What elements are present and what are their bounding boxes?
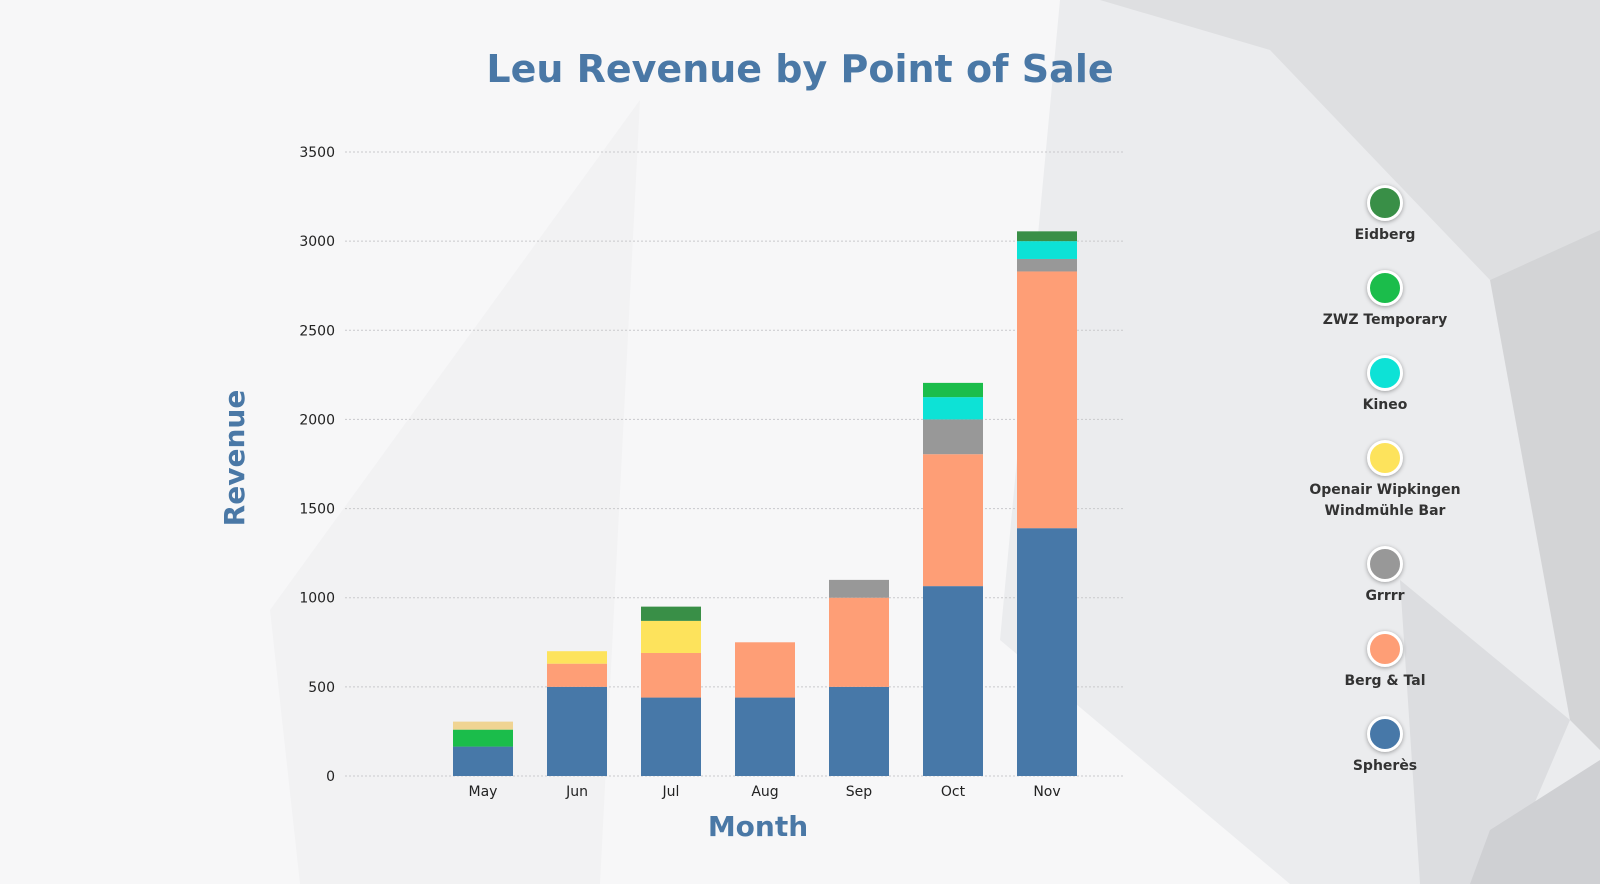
legend-swatch [1367,270,1403,306]
x-tick-label: Oct [941,784,966,800]
bar-segment [1017,241,1077,259]
legend-label: Openair Wipkingen Windmühle Bar [1309,482,1461,519]
bar-segment [1017,231,1077,242]
bar-segment [829,597,889,687]
legend-swatch [1367,355,1403,391]
bar-segment [923,586,983,776]
y-tick-label: 0 [326,769,335,785]
legend-item[interactable]: Grrrr [1300,546,1470,607]
legend-swatch [1367,440,1403,476]
y-tick-label: 2000 [299,412,335,428]
y-axis-title: Revenue [218,390,251,527]
x-tick-label: May [469,784,498,800]
y-tick-label: 3500 [299,145,335,161]
x-tick-label: Jul [662,784,680,800]
legend-label: ZWZ Temporary [1322,312,1448,328]
bar-segment [641,606,701,621]
bar-segment [1017,528,1077,776]
bar-segment [829,686,889,776]
legend-item[interactable]: Openair Wipkingen Windmühle Bar [1300,440,1470,522]
bar-segment [735,642,795,698]
legend-label: Kineo [1362,397,1408,413]
y-tick-label: 500 [308,680,335,696]
x-tick-label: Jun [565,784,588,800]
bar-segment [1017,258,1077,272]
y-tick-label: 1000 [299,591,335,607]
bar-segment [641,652,701,698]
bar-segment [923,382,983,398]
y-tick-label: 1500 [299,502,335,518]
x-tick-label: Aug [751,784,778,800]
x-tick-label: Sep [846,784,873,800]
y-tick-label: 2500 [299,323,335,339]
bar-segment [923,397,983,420]
bar-segment [453,729,513,747]
y-tick-labels: 0 500 1000 1500 2000 2500 3000 3500 [299,145,335,785]
chart-title: Leu Revenue by Point of Sale [486,47,1113,91]
bar-segment [641,697,701,776]
legend-item[interactable]: Spherès [1300,716,1470,777]
bar-segment [735,697,795,776]
legend-swatch [1367,716,1403,752]
legend-swatch [1367,631,1403,667]
legend-swatch [1367,185,1403,221]
legend: Eidberg ZWZ Temporary Kineo Openair Wipking… [1300,185,1470,801]
legend-label: Grrrr [1365,588,1405,604]
legend-label: Spherès [1352,758,1418,774]
legend-item[interactable]: Eidberg [1300,185,1470,246]
bar-segment [641,620,701,653]
bar-segment [547,651,607,664]
bar-segment [547,663,607,687]
x-tick-labels: May Jun Jul Aug Sep Oct Nov [469,784,1061,800]
bar-segment [547,686,607,776]
bar-segment [923,454,983,587]
x-tick-label: Nov [1033,784,1060,800]
legend-swatch [1367,546,1403,582]
legend-label: Berg & Tal [1344,673,1426,689]
y-tick-label: 3000 [299,234,335,250]
bar-segment [453,721,513,730]
bar-segment [829,579,889,598]
bar-segment [1017,271,1077,529]
legend-item[interactable]: Berg & Tal [1300,631,1470,692]
legend-label: Eidberg [1354,227,1416,243]
legend-item[interactable]: Kineo [1300,355,1470,416]
x-axis-title: Month [708,810,808,843]
bar-segment [453,746,513,776]
legend-item[interactable]: ZWZ Temporary [1300,270,1470,331]
bar-segment [923,419,983,455]
bars [453,231,1077,776]
